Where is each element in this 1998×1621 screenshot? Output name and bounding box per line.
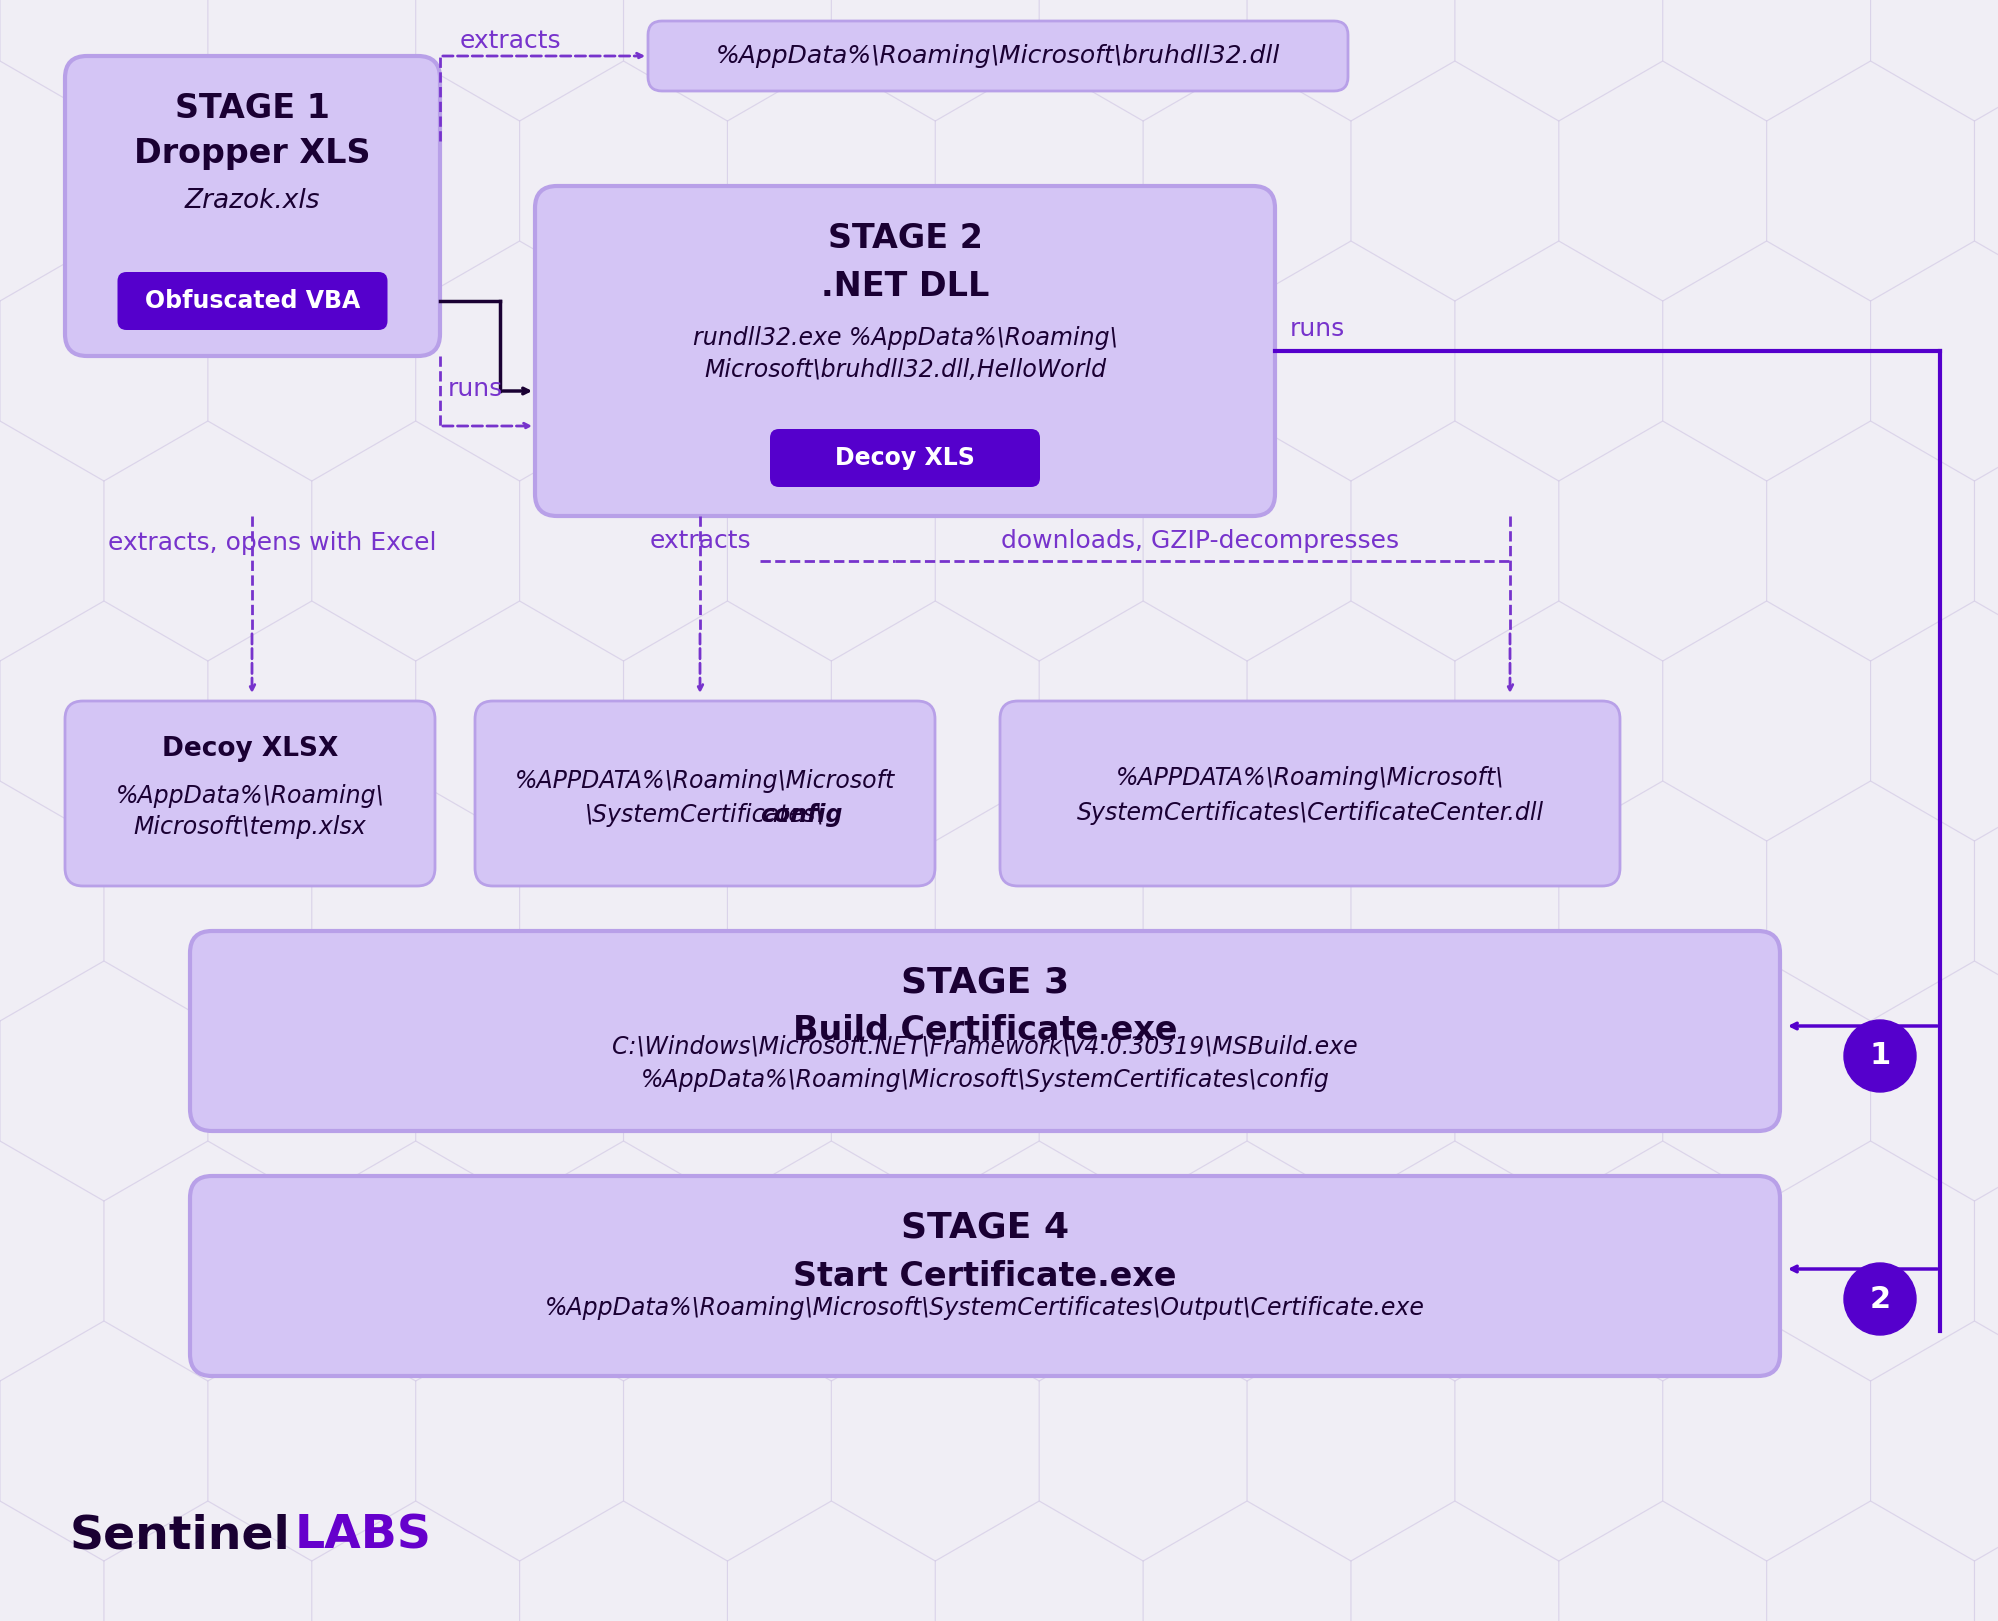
Text: extracts: extracts xyxy=(460,29,561,53)
Text: Sentinel: Sentinel xyxy=(70,1514,290,1558)
FancyBboxPatch shape xyxy=(999,700,1618,887)
FancyBboxPatch shape xyxy=(535,186,1275,515)
Text: C:\Windows\Microsoft.NET\Framework\v4.0.30319\MSBuild.exe
%AppData%\Roaming\Micr: C:\Windows\Microsoft.NET\Framework\v4.0.… xyxy=(611,1034,1357,1093)
Text: 1: 1 xyxy=(1868,1042,1890,1070)
Text: .NET DLL: .NET DLL xyxy=(821,269,989,303)
Text: STAGE 1: STAGE 1 xyxy=(176,91,330,125)
FancyBboxPatch shape xyxy=(118,272,388,331)
FancyBboxPatch shape xyxy=(190,1175,1778,1376)
Circle shape xyxy=(1842,1020,1914,1093)
Text: extracts: extracts xyxy=(649,528,751,553)
FancyBboxPatch shape xyxy=(769,430,1039,486)
Text: Build Certificate.exe: Build Certificate.exe xyxy=(793,1015,1177,1047)
Text: %AppData%\Roaming\Microsoft\SystemCertificates\Output\Certificate.exe: %AppData%\Roaming\Microsoft\SystemCertif… xyxy=(545,1297,1425,1319)
Text: config: config xyxy=(759,804,841,827)
Text: LABS: LABS xyxy=(296,1514,432,1558)
Text: runs: runs xyxy=(1289,318,1345,340)
Text: STAGE 3: STAGE 3 xyxy=(901,966,1069,1000)
Text: Start Certificate.exe: Start Certificate.exe xyxy=(793,1260,1177,1292)
Text: extracts, opens with Excel: extracts, opens with Excel xyxy=(108,532,436,554)
FancyBboxPatch shape xyxy=(66,700,436,887)
Circle shape xyxy=(1842,1263,1914,1336)
FancyBboxPatch shape xyxy=(190,930,1778,1131)
FancyBboxPatch shape xyxy=(647,21,1347,91)
Text: 2: 2 xyxy=(1868,1284,1890,1313)
Text: Obfuscated VBA: Obfuscated VBA xyxy=(144,289,360,313)
Text: %APPDATA%\Roaming\Microsoft: %APPDATA%\Roaming\Microsoft xyxy=(515,770,895,794)
Text: rundll32.exe %AppData%\Roaming\
Microsoft\bruhdll32.dll,HelloWorld: rundll32.exe %AppData%\Roaming\ Microsof… xyxy=(693,326,1117,383)
Text: STAGE 4: STAGE 4 xyxy=(901,1211,1069,1245)
Text: runs: runs xyxy=(448,378,503,400)
Text: SystemCertificates\CertificateCenter.dll: SystemCertificates\CertificateCenter.dll xyxy=(1075,801,1542,825)
Text: Decoy XLSX: Decoy XLSX xyxy=(162,736,338,762)
FancyBboxPatch shape xyxy=(66,57,440,357)
Text: STAGE 2: STAGE 2 xyxy=(827,222,981,254)
Text: downloads, GZIP-decompresses: downloads, GZIP-decompresses xyxy=(1001,528,1399,553)
Text: \SystemCertificates\: \SystemCertificates\ xyxy=(585,804,823,827)
Text: %AppData%\Roaming\
Microsoft\temp.xlsx: %AppData%\Roaming\ Microsoft\temp.xlsx xyxy=(116,783,384,840)
FancyBboxPatch shape xyxy=(476,700,935,887)
Text: %APPDATA%\Roaming\Microsoft\: %APPDATA%\Roaming\Microsoft\ xyxy=(1115,767,1502,791)
Text: Dropper XLS: Dropper XLS xyxy=(134,136,370,170)
Text: %AppData%\Roaming\Microsoft\bruhdll32.dll: %AppData%\Roaming\Microsoft\bruhdll32.dl… xyxy=(715,44,1279,68)
Text: Zrazok.xls: Zrazok.xls xyxy=(184,188,320,214)
Text: Decoy XLS: Decoy XLS xyxy=(835,446,975,470)
